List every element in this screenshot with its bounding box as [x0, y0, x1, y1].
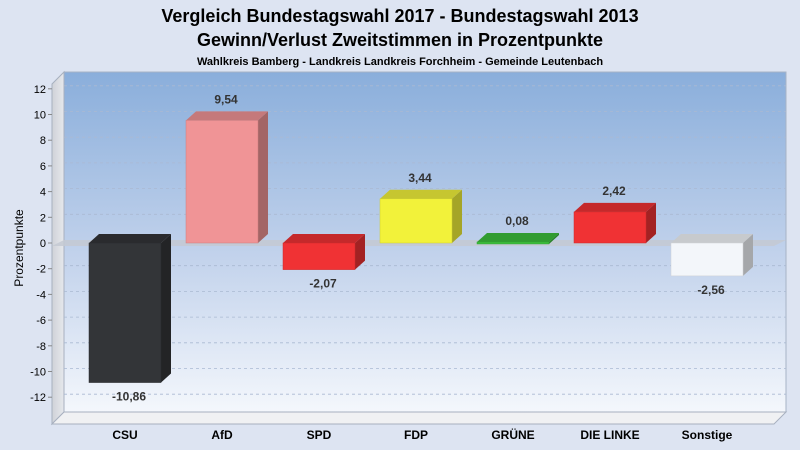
y-tick-label: 6	[40, 161, 46, 173]
y-tick-label: 4	[40, 187, 46, 199]
bar-top	[574, 202, 656, 212]
y-tick-label: -10	[30, 367, 46, 379]
bar-fdp	[379, 189, 462, 244]
y-tick-label: 8	[40, 135, 46, 147]
left-wall	[51, 70, 65, 426]
value-label: 0,08	[505, 214, 529, 228]
x-tick-label: SPD	[307, 428, 332, 442]
bar-afd	[185, 111, 268, 244]
bar-front	[185, 120, 259, 244]
bar-front	[476, 241, 550, 245]
bar-side	[355, 234, 365, 270]
bar-front	[670, 242, 744, 277]
bar-side	[549, 232, 559, 244]
y-tick-label: -8	[36, 341, 46, 353]
x-tick-label: DIE LINKE	[580, 428, 639, 442]
chart-title-line2: Gewinn/Verlust Zweitstimmen in Prozentpu…	[197, 30, 603, 50]
x-axis-labels: CSU AfD SPD FDP GRÜNE DIE LINKE Sonstige	[112, 427, 732, 442]
bar-side	[258, 111, 268, 243]
bar-top	[89, 234, 171, 243]
value-labels: -10,86 9,54 -2,07 3,44 0,08 2,42 -2,56	[112, 92, 725, 403]
x-tick-label: Sonstige	[682, 428, 733, 442]
y-axis-label: Prozentpunkte	[12, 209, 26, 287]
chart-title: Vergleich Bundestagswahl 2017 - Bundesta…	[161, 6, 638, 26]
y-tick-label: -12	[30, 392, 46, 404]
bar-gr-ne	[476, 232, 559, 245]
bar-top	[380, 189, 462, 199]
bar-top	[671, 234, 753, 243]
y-tick-label: -6	[36, 315, 46, 327]
bar-top	[186, 111, 268, 121]
bar-side	[452, 189, 462, 243]
value-label: 2,42	[602, 184, 626, 198]
bar-csu	[88, 234, 171, 383]
value-label: -10,86	[112, 390, 146, 404]
y-tick-label: -2	[36, 264, 46, 276]
y-tick-label: 12	[34, 84, 46, 96]
bar-front	[282, 242, 356, 270]
x-tick-label: CSU	[112, 428, 137, 442]
bar-front	[573, 211, 647, 244]
value-label: -2,56	[697, 283, 725, 297]
bar-top	[283, 234, 365, 243]
bar-front	[88, 242, 162, 383]
floor	[50, 411, 788, 425]
bar-side	[161, 234, 171, 383]
y-tick-label: -4	[36, 289, 46, 301]
value-label: 3,44	[408, 171, 432, 185]
value-label: 9,54	[214, 92, 238, 106]
bar-sonstige	[670, 234, 753, 277]
x-tick-label: FDP	[404, 428, 428, 442]
y-tick-label: 2	[40, 212, 46, 224]
bar-side	[646, 202, 656, 243]
bar-die-linke	[573, 202, 656, 244]
y-tick-label: 10	[34, 110, 46, 122]
x-tick-label: AfD	[211, 428, 233, 442]
bar-top	[477, 232, 559, 242]
bar-front	[379, 198, 453, 244]
value-label: -2,07	[309, 277, 337, 291]
bar-spd	[282, 234, 365, 270]
x-tick-label: GRÜNE	[491, 427, 534, 442]
chart-subtitle: Wahlkreis Bamberg - Landkreis Landkreis …	[197, 56, 603, 68]
y-axis-ticks: 12 10 8 6 4 2 0 -2 -4 -6 -8 -10 -12	[30, 84, 52, 404]
bar-side	[743, 234, 753, 276]
y-tick-label: 0	[40, 238, 46, 250]
bars	[88, 111, 753, 383]
